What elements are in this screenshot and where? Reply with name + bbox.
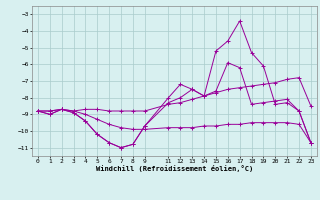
X-axis label: Windchill (Refroidissement éolien,°C): Windchill (Refroidissement éolien,°C) — [96, 165, 253, 172]
